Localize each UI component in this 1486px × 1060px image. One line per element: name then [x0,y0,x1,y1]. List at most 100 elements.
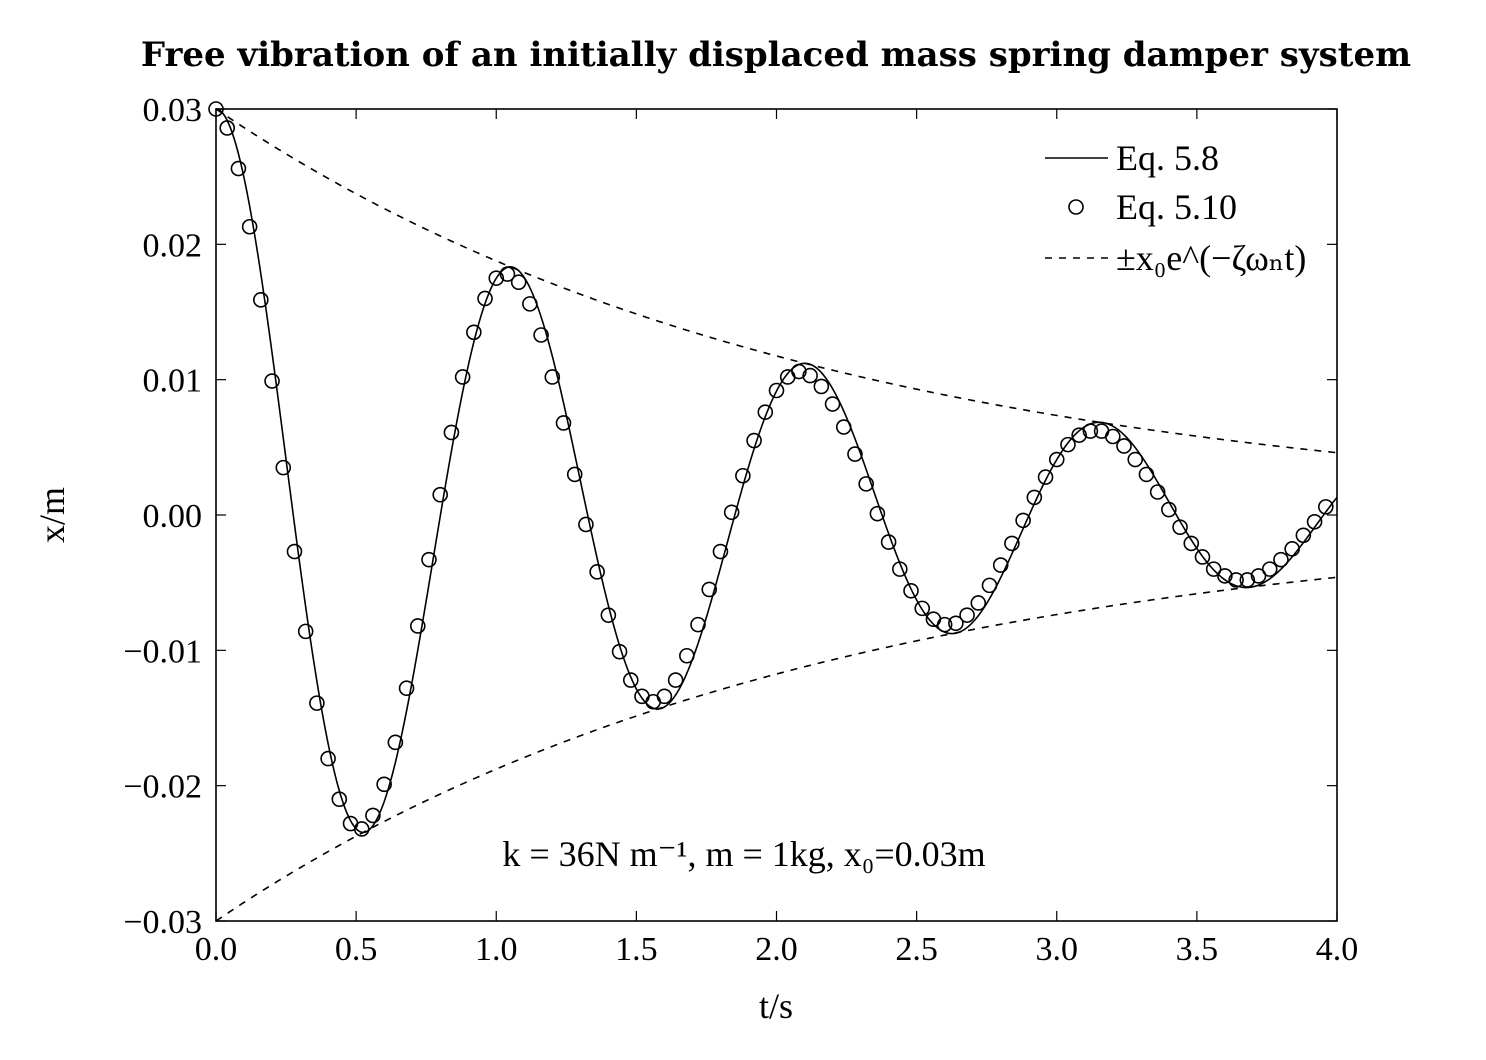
x-tick-label: 2.5 [895,931,938,968]
series-eq510-point [421,551,437,568]
series-eq510-point [1172,519,1188,535]
series-eq510-point [466,324,482,341]
series-eq510-point [555,415,572,431]
series-eq58-line [215,108,1338,834]
series-eq510-point [880,534,897,550]
x-tick-label: 0.0 [195,931,238,968]
series-eq510-point [914,600,931,617]
series-eq510-point [566,466,583,483]
legend-label-eq510: Eq. 5.10 [1116,187,1237,227]
chart-title: Free vibration of an initially displaced… [141,35,1411,75]
x-tick-label: 2.0 [755,931,798,968]
series-eq510-point [1048,451,1065,468]
series-eq510-point [1273,551,1289,568]
series-eq510-point [1317,499,1334,515]
series-eq510-point [1205,561,1222,577]
series-eq510-point [1004,535,1020,552]
series-eq510-point [611,643,628,660]
series-eq510-point [1071,427,1087,443]
legend: Eq. 5.8 Eq. 5.10 ±x₀e^(−ζωₙt) [1045,138,1306,278]
series-eq510-point [454,369,471,385]
series-eq510-point [948,615,964,632]
y-tick-label: 0.03 [143,92,203,129]
series-eq510-point [331,791,348,808]
series-eq510-point [522,296,538,312]
series-eq510-point [264,373,280,389]
series-eq510-point [230,160,247,177]
x-tick-label: 3.5 [1176,931,1219,968]
series-eq510-point [667,672,684,688]
y-tick-label: 0.00 [143,498,203,535]
series-eq510-point [488,270,505,286]
series-eq510-point [432,486,449,503]
series-eq510-point [712,543,729,560]
series-eq510-point [1138,466,1155,483]
series-eq510-point [477,290,493,307]
series-eq510-point [376,776,392,793]
series-eq510-point [443,424,460,441]
series-eq510-point [757,404,774,420]
series-lower-envelope [215,576,1338,922]
series-eq510-point [992,557,1009,573]
y-tick-label: 0.02 [143,227,203,264]
series-eq510-point [1239,572,1256,588]
series-eq510-point [544,369,561,385]
series-eq510-point [409,618,426,634]
series-eq510-point [353,821,370,837]
series-eq510-point [1194,549,1211,565]
series-eq510-point [1228,572,1244,588]
series-eq510-point [981,577,998,594]
series-eq510-point [847,446,863,462]
series-eq510-point [309,695,325,711]
series-eq510-point [219,120,236,136]
x-tick-label: 0.5 [335,931,378,968]
ticks-layer: 0.0 0.5 1.0 1.5 2.0 2.5 3.0 3.5 4.0 0.03 0.02 0.01 0… [123,92,1358,968]
series-eq510-point [499,266,516,282]
series-eq510-point [735,467,751,484]
series-eq510-point [320,750,336,767]
y-tick-label: −0.02 [123,769,202,806]
series-eq510-point [723,504,740,521]
y-axis-label: x/m [32,487,72,543]
series-eq510-point [1183,535,1200,552]
series-eq510-point [892,561,908,577]
series-eq510-point [791,363,807,380]
series-eq510-point [835,419,852,435]
series-eq510-point [1127,451,1144,468]
series-eq510-point [1082,423,1099,439]
series-eq510-point [746,432,762,449]
y-tick-label: 0.01 [143,363,203,400]
x-tick-label: 3.0 [1036,931,1079,968]
series-eq510-point [656,688,673,705]
series-eq510-point [1284,541,1300,557]
y-tick-label: −0.03 [123,904,202,941]
series-eq510-point [858,476,874,492]
legend-swatch-circle [1068,199,1084,215]
series-eq510-point [1261,561,1278,577]
series-eq510-point [510,274,527,291]
series-eq510-point [813,378,830,395]
series-eq510-point [1306,513,1323,530]
series-eq510-point [533,327,549,343]
series-eq510-point [1149,484,1166,500]
parameter-annotation: k = 36N m⁻¹, m = 1kg, x₀=0.03m [502,834,985,874]
series-eq510-point [1116,438,1132,454]
plot-frame [215,108,1338,922]
series-eq510-point [1060,436,1076,453]
series-eq510-point [824,396,841,412]
series-eq510-point [768,382,785,399]
series-eq510-point [959,607,975,623]
series-eq510-point [365,807,381,824]
legend-label-eq58: Eq. 5.8 [1116,138,1219,178]
series-eq510-point [275,459,292,476]
series-eq510-point [970,595,987,611]
legend-label-envelope: ±x₀e^(−ζωₙt) [1116,238,1306,278]
x-tick-label: 1.5 [615,931,658,968]
series-eq510-point [578,516,594,533]
series-eq510-point [1161,501,1177,518]
series-eq510-point [690,616,706,633]
series-eq510-point [253,292,269,308]
series-eq510-point [936,616,953,633]
series-eq510-point [1015,512,1031,529]
